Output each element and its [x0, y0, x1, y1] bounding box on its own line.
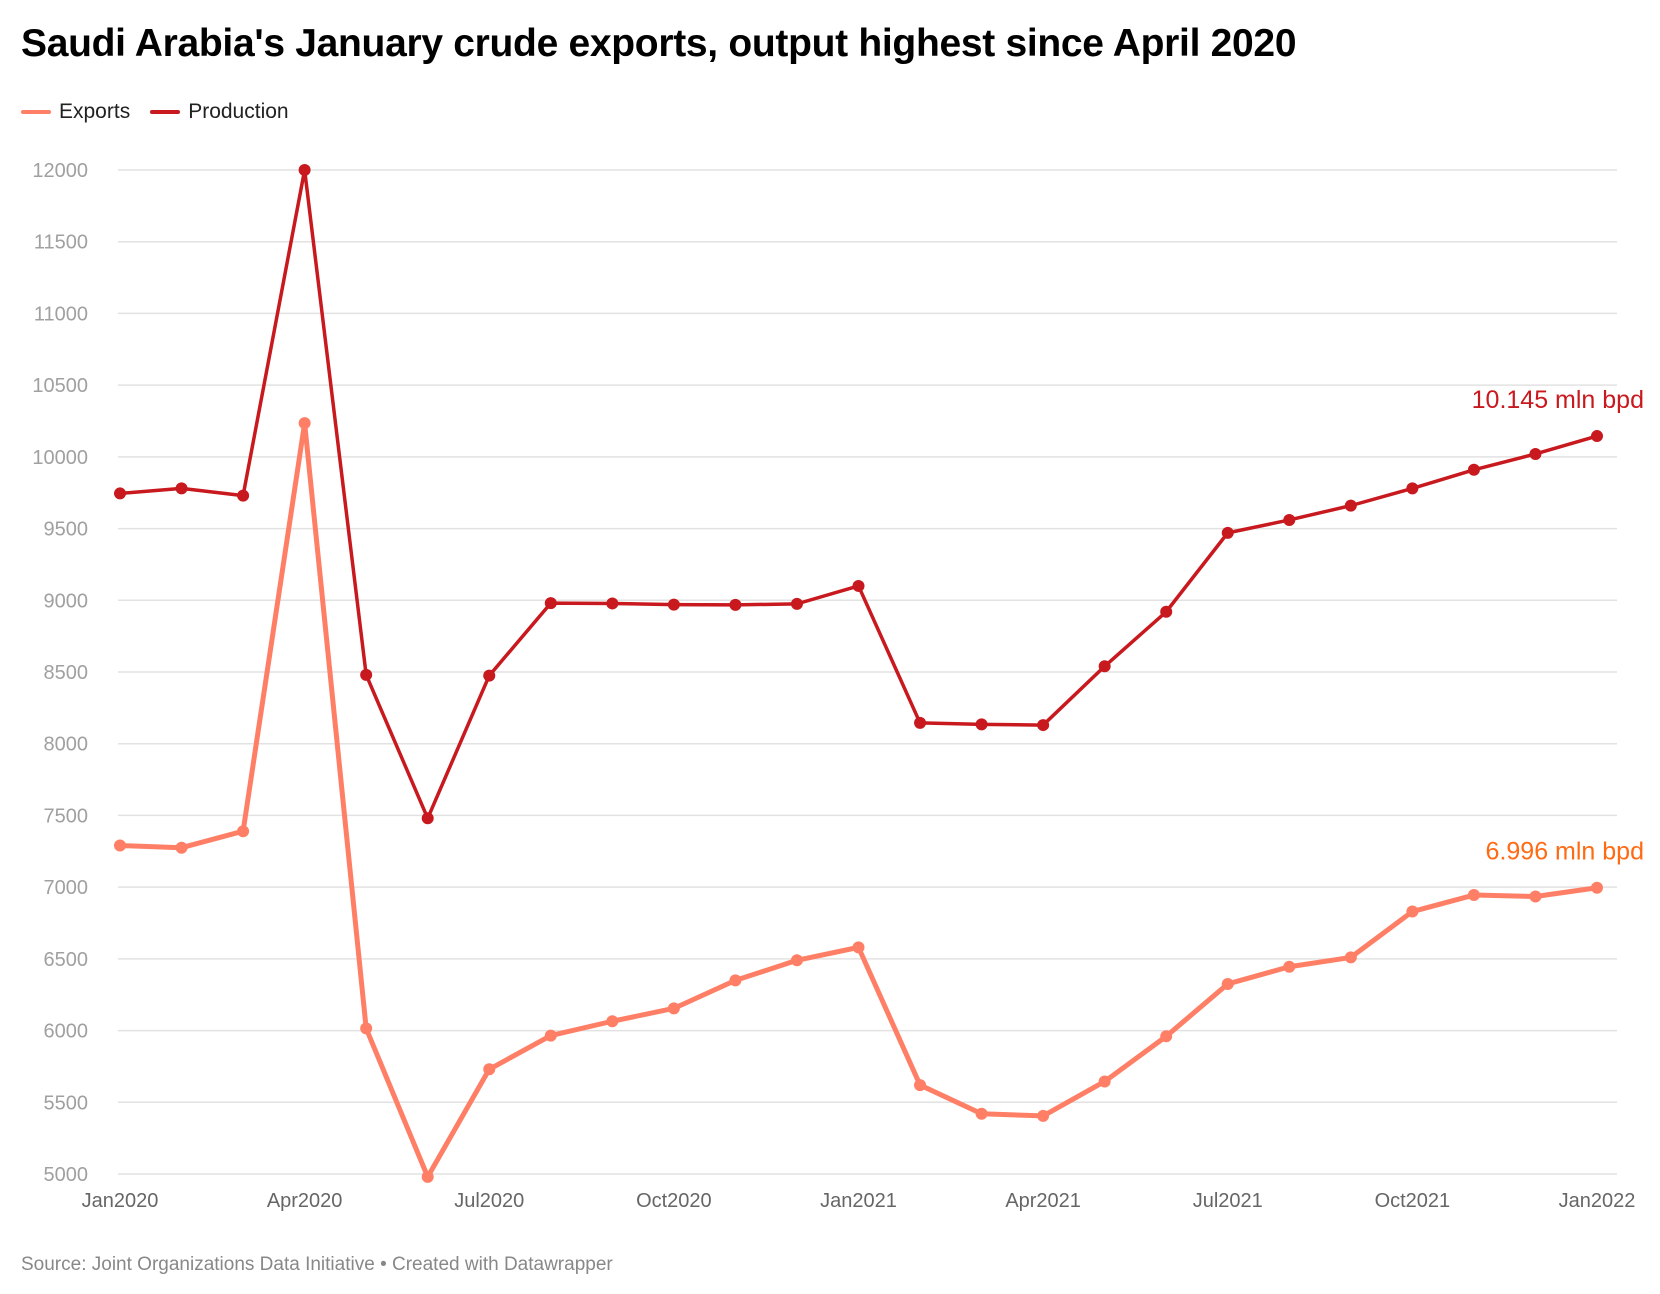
- data-point-production: [729, 598, 742, 611]
- data-point-exports: [729, 974, 742, 987]
- data-point-exports: [544, 1029, 557, 1042]
- data-point-production: [237, 489, 250, 502]
- legend-swatch-exports: [21, 110, 51, 114]
- annotation-exports: 6.996 mln bpd: [1486, 838, 1644, 866]
- data-point-production: [1406, 482, 1419, 495]
- y-tick-label: 6000: [44, 1021, 89, 1043]
- data-point-exports: [1467, 889, 1480, 902]
- data-point-production: [421, 812, 434, 825]
- data-point-exports: [975, 1107, 988, 1120]
- data-point-exports: [1591, 881, 1603, 894]
- data-point-production: [1591, 430, 1603, 443]
- data-point-production: [790, 597, 803, 610]
- data-point-exports: [1283, 960, 1296, 973]
- legend-label-production: Production: [188, 100, 289, 123]
- y-tick-label: 12000: [32, 160, 88, 182]
- data-point-exports: [606, 1015, 619, 1028]
- y-tick-label: 8500: [44, 662, 89, 684]
- data-point-exports: [1037, 1109, 1050, 1122]
- series-line-production: [119, 168, 1598, 821]
- y-tick-label: 9500: [44, 519, 89, 541]
- data-point-production: [1037, 719, 1050, 732]
- data-point-exports: [483, 1063, 496, 1076]
- x-tick-label: Oct2021: [1375, 1190, 1451, 1212]
- y-tick-label: 5500: [44, 1092, 89, 1114]
- y-tick-label: 9000: [44, 590, 89, 612]
- data-point-production: [975, 718, 988, 731]
- data-point-production: [544, 597, 557, 610]
- data-point-exports: [667, 1002, 680, 1015]
- data-point-exports: [790, 954, 803, 967]
- data-point-production: [914, 716, 927, 729]
- data-point-exports: [1406, 905, 1419, 918]
- y-tick-label: 10000: [32, 447, 88, 469]
- x-tick-label: Jul2021: [1193, 1190, 1263, 1212]
- data-point-exports: [1221, 977, 1234, 990]
- legend-swatch-production: [150, 110, 181, 114]
- data-point-production: [1344, 499, 1357, 512]
- data-point-exports: [1160, 1030, 1173, 1043]
- x-tick-label: Jan2020: [82, 1190, 159, 1212]
- data-point-production: [114, 487, 126, 500]
- legend-item-exports: Exports: [21, 100, 130, 124]
- data-point-production: [360, 668, 373, 681]
- x-tick-label: Jan2022: [1559, 1190, 1636, 1212]
- data-point-production: [1467, 463, 1480, 476]
- series-line-exports: [119, 420, 1598, 1180]
- x-tick-label: Jul2020: [454, 1190, 524, 1212]
- data-point-exports: [237, 825, 250, 838]
- data-point-production: [1283, 513, 1296, 526]
- data-point-exports: [360, 1022, 373, 1035]
- y-tick-label: 11000: [34, 303, 88, 325]
- chart-title: Saudi Arabia's January crude exports, ou…: [21, 22, 1297, 65]
- y-tick-label: 7000: [44, 877, 89, 899]
- annotation-production: 10.145 mln bpd: [1472, 386, 1644, 414]
- y-tick-label: 11500: [34, 232, 88, 254]
- legend-label-exports: Exports: [59, 100, 131, 123]
- data-point-exports: [114, 839, 126, 852]
- data-point-exports: [1098, 1075, 1111, 1088]
- y-tick-label: 10500: [32, 375, 88, 397]
- data-point-exports: [421, 1170, 434, 1183]
- data-point-production: [667, 598, 680, 611]
- data-point-exports: [1344, 951, 1357, 964]
- data-point-production: [1221, 526, 1234, 539]
- data-point-production: [852, 579, 865, 592]
- data-point-exports: [914, 1079, 927, 1092]
- y-tick-label: 7500: [44, 805, 89, 827]
- legend-item-production: Production: [150, 100, 289, 124]
- data-point-production: [606, 597, 619, 610]
- data-point-production: [1160, 605, 1173, 618]
- x-tick-label: Apr2021: [1005, 1190, 1081, 1212]
- legend: Exports Production: [21, 100, 289, 124]
- data-point-production: [483, 669, 496, 682]
- data-point-production: [175, 482, 188, 495]
- y-tick-label: 8000: [44, 734, 89, 756]
- data-point-production: [298, 164, 311, 176]
- x-tick-label: Oct2020: [636, 1190, 712, 1212]
- data-point-exports: [1529, 890, 1542, 903]
- y-tick-label: 6500: [44, 949, 89, 971]
- data-point-exports: [298, 417, 311, 430]
- x-tick-label: Jan2021: [820, 1190, 897, 1212]
- source-note: Source: Joint Organizations Data Initiat…: [21, 1254, 613, 1275]
- data-point-production: [1529, 447, 1542, 460]
- x-tick-label: Apr2020: [267, 1190, 343, 1212]
- y-tick-label: 5000: [44, 1164, 89, 1186]
- data-point-exports: [175, 841, 188, 854]
- data-point-production: [1098, 660, 1111, 673]
- data-point-exports: [852, 941, 865, 954]
